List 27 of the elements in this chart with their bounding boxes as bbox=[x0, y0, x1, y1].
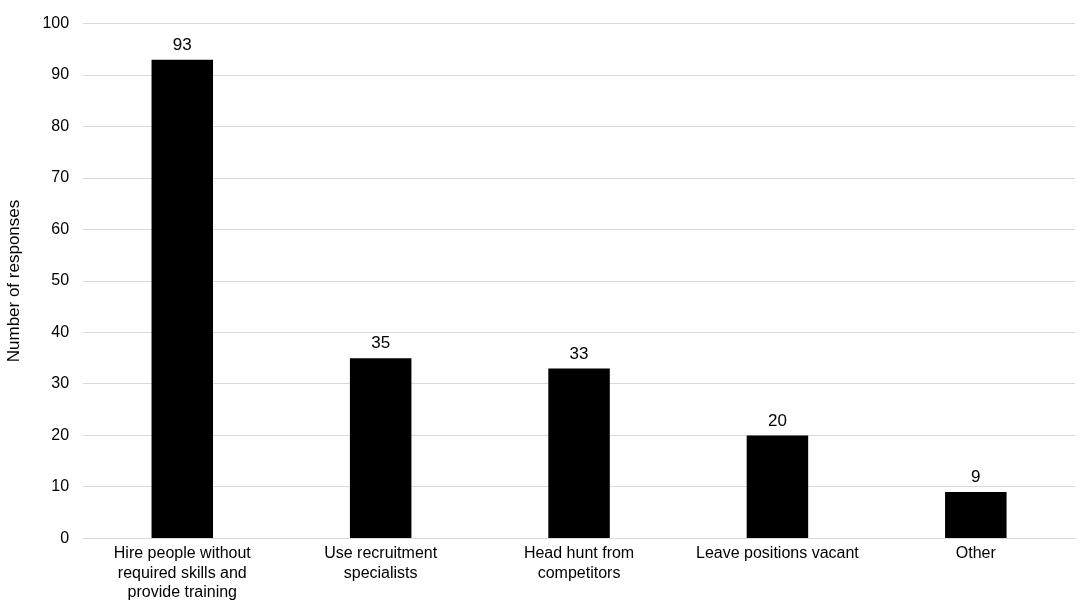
bar bbox=[349, 358, 412, 538]
y-axis-title: Number of responses bbox=[3, 199, 23, 363]
bar bbox=[945, 492, 1007, 538]
y-tick-label: 50 bbox=[51, 271, 70, 289]
y-tick-label: 70 bbox=[51, 168, 70, 186]
x-tick-label: Use recruitment specialists bbox=[324, 544, 438, 581]
x-tick-label: Head hunt from competitors bbox=[523, 544, 635, 581]
y-tick-label: 90 bbox=[51, 65, 70, 83]
y-tick-label: 60 bbox=[51, 219, 70, 237]
bar bbox=[548, 368, 610, 538]
y-tick-label: 0 bbox=[60, 528, 70, 546]
y-tick-label: 10 bbox=[51, 477, 70, 495]
y-tick-label: 100 bbox=[42, 14, 70, 32]
data-label: 33 bbox=[569, 343, 589, 363]
bar bbox=[151, 59, 214, 538]
data-label: 93 bbox=[172, 34, 192, 54]
y-tick-label: 40 bbox=[51, 322, 70, 340]
y-tick-label: 30 bbox=[51, 374, 70, 392]
y-tick-label: 20 bbox=[51, 425, 70, 443]
x-tick-label: Other bbox=[955, 544, 997, 562]
data-label: 9 bbox=[971, 467, 981, 487]
data-label: 20 bbox=[767, 410, 787, 430]
data-label: 35 bbox=[371, 333, 391, 353]
x-tick-label: Leave positions vacant bbox=[696, 544, 860, 562]
y-tick-label: 80 bbox=[51, 116, 70, 134]
x-tick-label: Hire people without required skills and provide training bbox=[113, 544, 252, 600]
bar bbox=[746, 435, 809, 538]
